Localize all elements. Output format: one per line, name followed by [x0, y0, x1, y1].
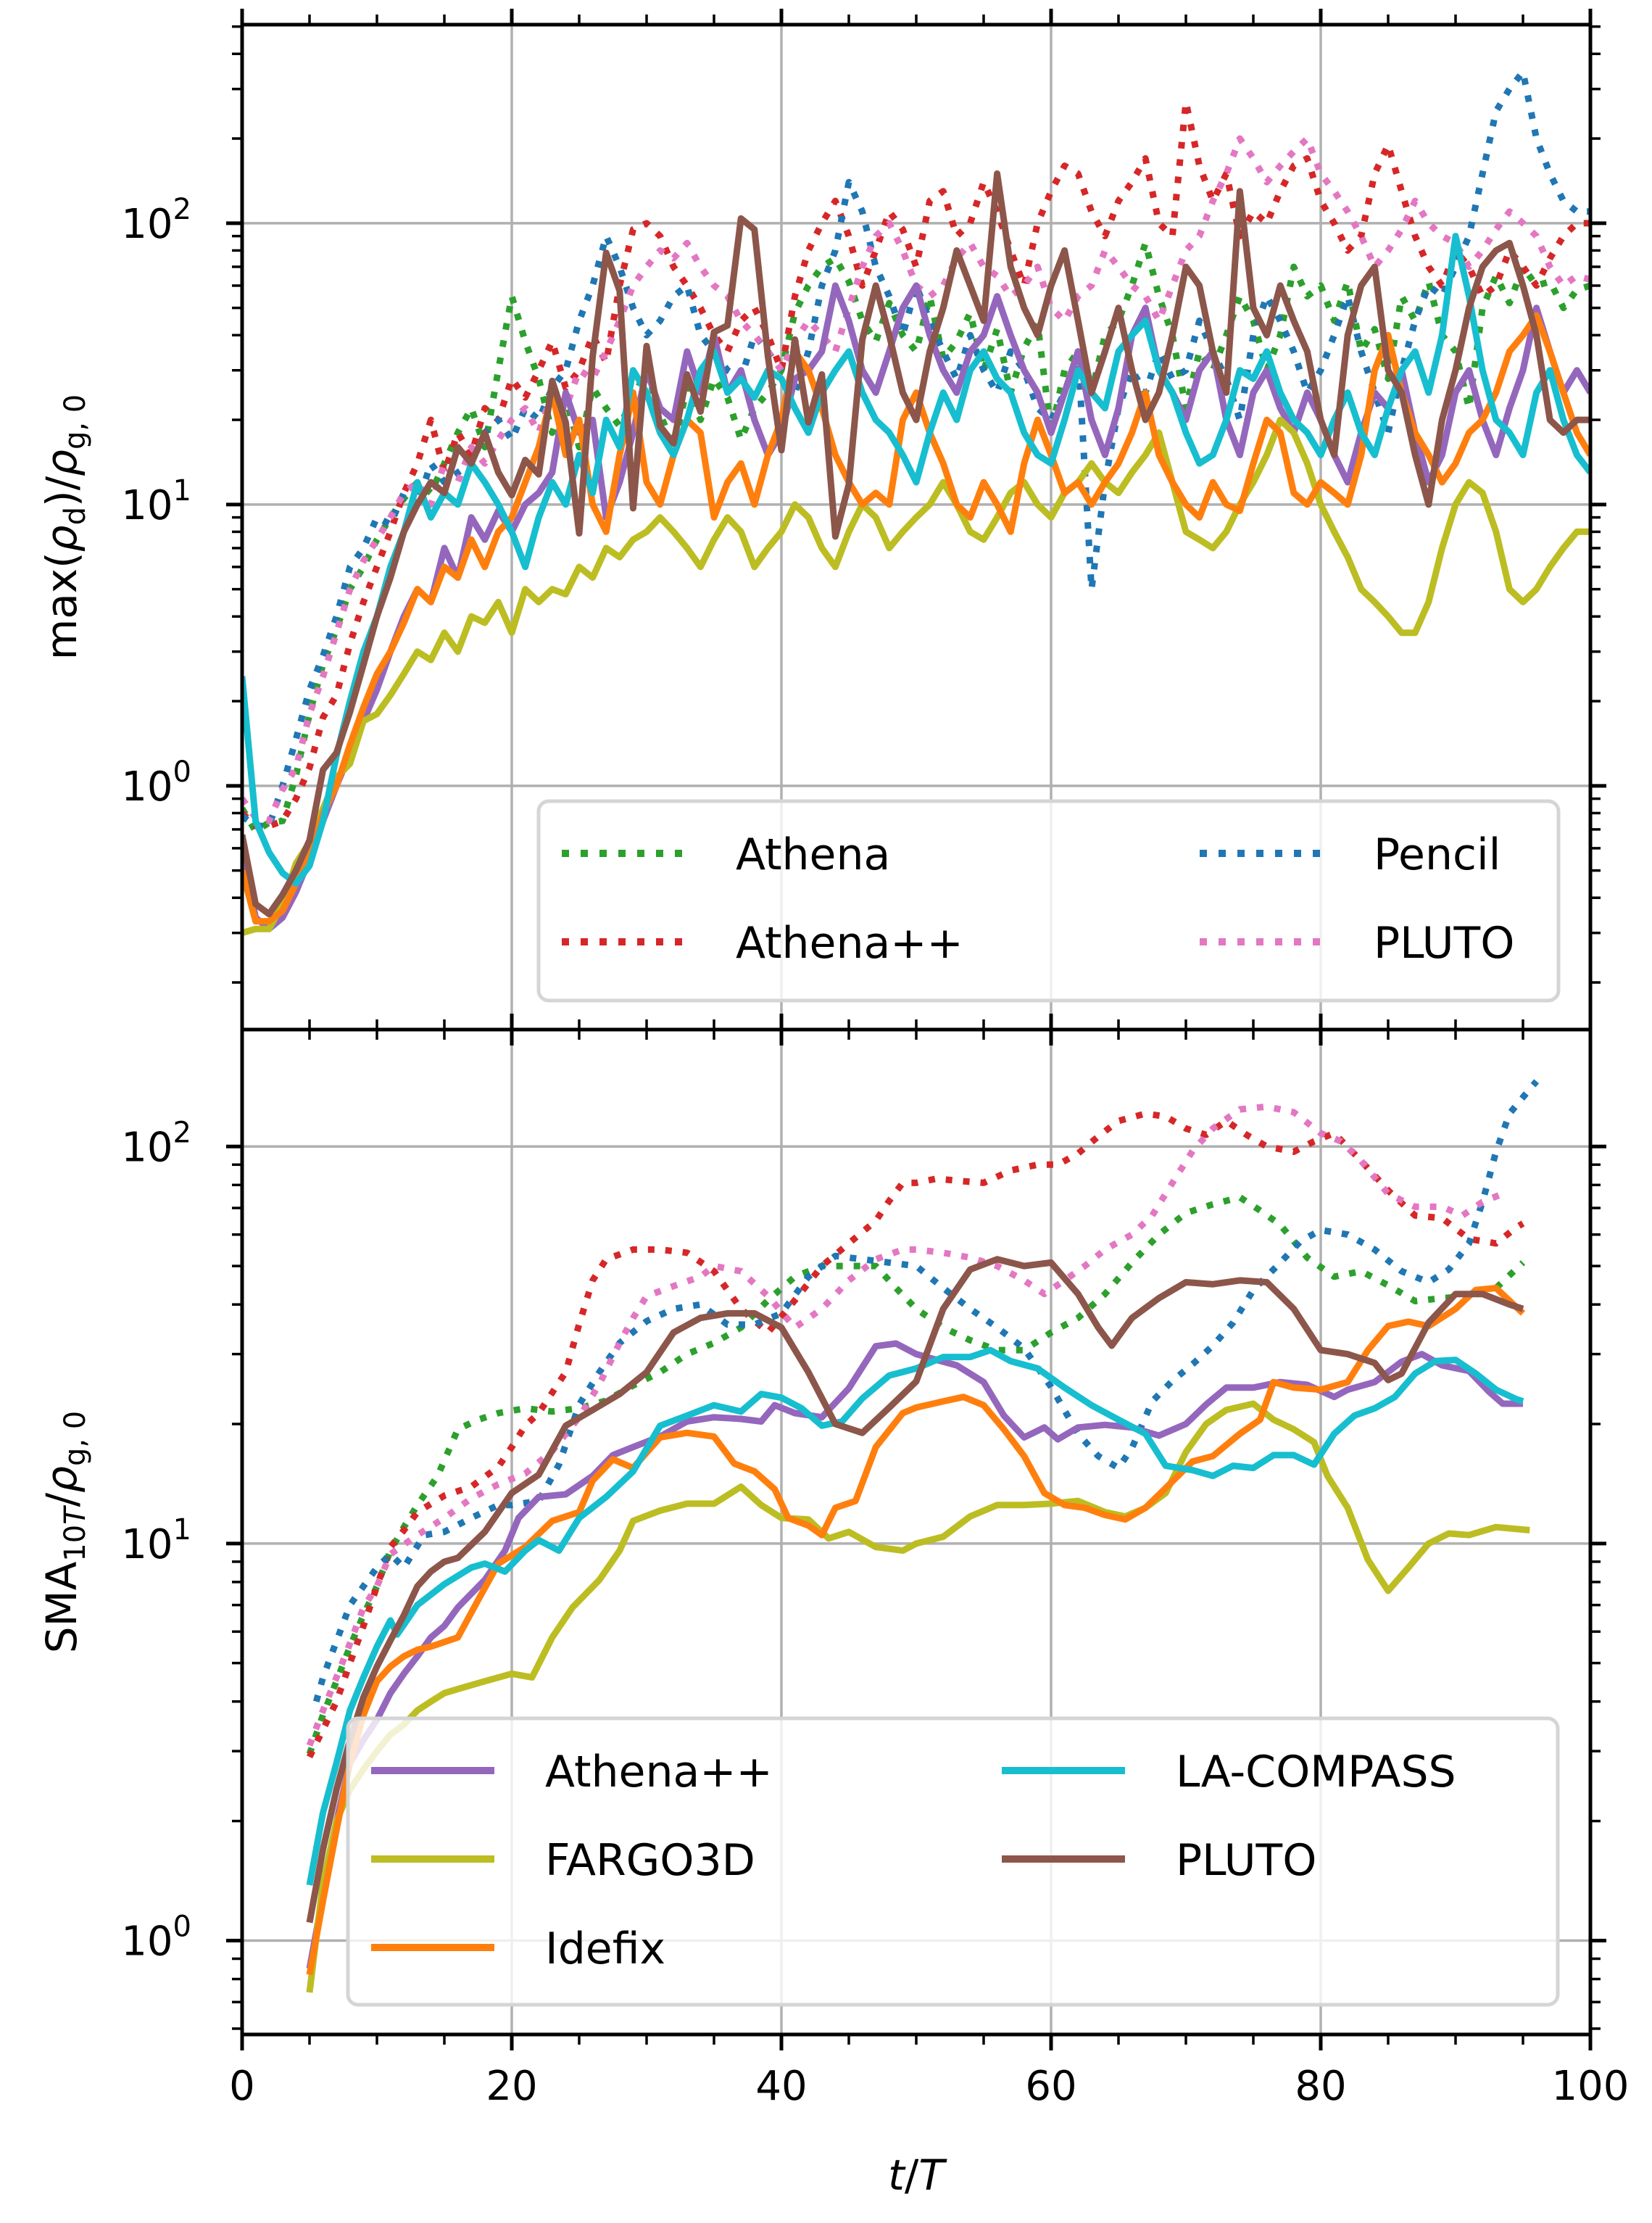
- bottom-y-axis-label: SMA10T/ρg, 0: [37, 1411, 92, 1654]
- y-tick-label: 101: [121, 1513, 191, 1568]
- series-line-pluto-solid: [242, 170, 1590, 918]
- legend-label: Pencil: [1374, 829, 1501, 880]
- y-tick-label: 100: [121, 1910, 191, 1965]
- ylabel-sub-g0: g, 0: [59, 1411, 92, 1466]
- series-line-athena: [242, 239, 1590, 835]
- y-tick-label-exponent: 2: [173, 1116, 191, 1149]
- bottom-axes-frame: [240, 1027, 1593, 2037]
- x-tick-label: 60: [1025, 2063, 1076, 2110]
- y-tick-label-base: 10: [121, 1521, 173, 1568]
- bottom-legend: Athena++ FARGO3D Idefix LA-COMPASS PLUTO: [346, 1716, 1560, 2007]
- y-tick-label: 101: [121, 474, 191, 529]
- legend-label: PLUTO: [1176, 1835, 1316, 1886]
- series-line-la-compass: [242, 233, 1590, 887]
- series-line-idefix: [242, 312, 1590, 925]
- xlabel-slash: /: [905, 2150, 919, 2200]
- legend-label: PLUTO: [1374, 918, 1514, 969]
- y-tick-label: 102: [121, 1116, 191, 1171]
- series-line-athena: [306, 1193, 1526, 1755]
- ylabel-rho-g: ρ: [37, 1466, 86, 1493]
- legend-label: LA-COMPASS: [1176, 1747, 1456, 1797]
- legend-label: Idefix: [545, 1924, 665, 1974]
- legend-label: Athena: [736, 829, 890, 880]
- x-axis-label: t/T: [888, 2150, 947, 2200]
- ylabel-max: max(: [37, 552, 86, 660]
- y-tick-label-exponent: 1: [173, 474, 191, 508]
- legend-item-idefix: Idefix: [371, 1924, 665, 1974]
- top-series-group: [242, 68, 1590, 937]
- top-y-axis-label: max(ρd)/ρg, 0: [37, 394, 92, 661]
- y-tick-label-exponent: 0: [173, 1910, 191, 1943]
- legend-item-pencil: Pencil: [1200, 829, 1501, 880]
- x-tick-label: 100: [1552, 2063, 1630, 2110]
- y-tick-label-exponent: 0: [173, 756, 191, 789]
- legend-item-la-compass: LA-COMPASS: [1002, 1747, 1456, 1797]
- y-tick-label: 100: [121, 756, 191, 811]
- series-line-idefix: [306, 1285, 1526, 1976]
- ylabel-sub-10: 10: [59, 1525, 92, 1562]
- ylabel-sub-T: T: [59, 1504, 92, 1525]
- series-line-la-compass: [306, 1346, 1524, 1886]
- xlabel-t: t: [888, 2150, 906, 2200]
- y-tick-label-exponent: 2: [173, 193, 191, 226]
- y-tick-label-base: 10: [121, 763, 173, 811]
- y-tick-label-exponent: 1: [173, 1513, 191, 1547]
- y-tick-label: 102: [121, 193, 191, 248]
- legend-label: FARGO3D: [545, 1835, 755, 1886]
- y-tick-label-base: 10: [121, 1124, 173, 1171]
- series-line-athena: [306, 1110, 1525, 1759]
- series-line-fargo3d: [242, 416, 1590, 937]
- legend-item-athena: Athena++: [371, 1747, 773, 1797]
- bottom-series-group: [306, 1079, 1540, 1993]
- legend-label: Athena++: [736, 918, 963, 969]
- series-line-pluto-solid: [306, 1256, 1524, 1924]
- legend-item-pluto: PLUTO: [1002, 1835, 1316, 1886]
- legend-box: [346, 1716, 1560, 2007]
- x-tick-label: 40: [755, 2063, 807, 2110]
- y-tick-label-base: 10: [121, 482, 173, 529]
- xlabel-T: T: [918, 2150, 947, 2200]
- series-line-pluto: [306, 1103, 1504, 1747]
- series-line-athena: [242, 99, 1590, 829]
- ylabel-sma: SMA: [37, 1561, 86, 1653]
- x-tick-label: 0: [229, 2063, 255, 2110]
- legend-item-pluto: PLUTO: [1200, 918, 1514, 969]
- legend-box: [536, 799, 1561, 1003]
- y-tick-label-base: 10: [121, 1918, 173, 1965]
- ylabel-sub-g0: g, 0: [59, 394, 92, 450]
- ylabel-rho-g: ρ: [37, 450, 86, 476]
- legend-item-athena: Athena++: [562, 918, 963, 969]
- legend-item-fargo3d: FARGO3D: [371, 1835, 755, 1886]
- ylabel-sub-d: d: [59, 507, 92, 525]
- top-legend: Athena Athena++ Pencil PLUTO: [536, 799, 1561, 1003]
- ylabel-rho-d: ρ: [37, 525, 86, 552]
- y-tick-label-base: 10: [121, 201, 173, 248]
- x-tick-label: 80: [1295, 2063, 1346, 2110]
- legend-label: Athena++: [545, 1747, 773, 1797]
- ylabel-divider: )/: [37, 476, 86, 507]
- ylabel-divider: /: [37, 1492, 86, 1507]
- x-tick-label: 20: [486, 2063, 537, 2110]
- legend-item-athena: Athena: [562, 829, 890, 880]
